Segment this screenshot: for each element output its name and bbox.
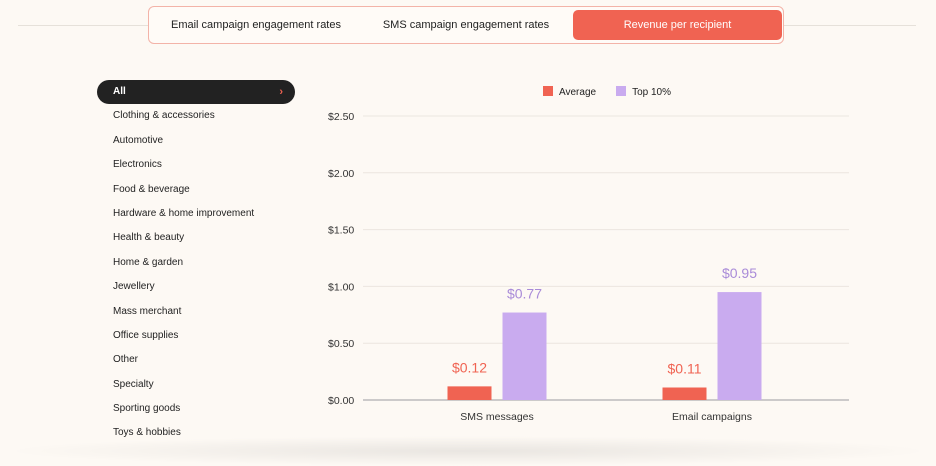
sidebar-item-label: All: [113, 86, 126, 97]
legend-swatch: [616, 86, 627, 96]
bar-top10: [717, 292, 762, 400]
sidebar-item-label: Hardware & home improvement: [113, 207, 255, 219]
bar-chart: $0.00 $0.50 $1.00 $1.50 $2.00 $2.50 SMS messag…: [328, 111, 849, 423]
sidebar-item[interactable]: Home & garden: [97, 251, 295, 275]
sidebar-item-label: Health & beauty: [113, 232, 185, 244]
sidebar-item-label: Clothing & accessories: [113, 110, 215, 122]
x-tick-label: Email campaigns: [672, 411, 752, 423]
sidebar-item-label: Home & garden: [113, 256, 184, 268]
sidebar-item-label: Sporting goods: [113, 403, 181, 415]
sidebar-item[interactable]: Other: [97, 348, 295, 372]
y-tick-label: $1.50: [328, 225, 354, 237]
legend-average: Average: [543, 86, 596, 98]
y-tick-label: $0.50: [328, 338, 354, 350]
sidebar-item[interactable]: Mass merchant: [97, 300, 295, 324]
bar-top10: [502, 312, 547, 400]
sidebar-item[interactable]: Office supplies: [97, 324, 295, 348]
sidebar-item[interactable]: Food & beverage: [97, 178, 295, 202]
sidebar-item[interactable]: All ›: [97, 80, 295, 105]
data-label: $0.12: [452, 359, 487, 375]
tab-bar: Email campaign engagement rates SMS camp…: [148, 6, 784, 44]
category-sidebar: All › Clothing & accessories Automotive Elec…: [97, 80, 295, 446]
sidebar-item-label: Food & beverage: [113, 183, 190, 195]
sidebar-item-label: Mass merchant: [113, 305, 182, 317]
legend-top10: Top 10%: [616, 86, 671, 98]
y-tick-label: $0.00: [328, 395, 354, 407]
tab-revenue-per-recipient[interactable]: Revenue per recipient: [573, 10, 782, 40]
tab-sms-engagement[interactable]: SMS campaign engagement rates: [382, 19, 550, 31]
bar-average: [447, 386, 492, 400]
sidebar-item[interactable]: Specialty: [97, 373, 295, 397]
data-label: $0.77: [507, 286, 542, 302]
y-tick-label: $2.50: [328, 111, 354, 123]
legend-label: Average: [559, 87, 597, 98]
sidebar-item-label: Other: [113, 354, 139, 366]
y-tick-label: $1.00: [328, 281, 354, 293]
chart-legend: Average Top 10%: [543, 86, 671, 98]
sidebar-item[interactable]: Sporting goods: [97, 397, 295, 421]
legend-swatch: [543, 86, 553, 96]
data-label: $0.11: [668, 361, 702, 377]
data-label: $0.95: [722, 265, 757, 281]
sidebar-item[interactable]: Electronics: [97, 153, 295, 177]
sidebar-item[interactable]: Automotive: [97, 129, 295, 153]
x-tick-label: SMS messages: [460, 411, 534, 423]
tab-email-engagement[interactable]: Email campaign engagement rates: [171, 19, 341, 31]
sidebar-item-label: Electronics: [113, 159, 162, 171]
sidebar-item-label: Jewellery: [113, 281, 155, 293]
sidebar-item-label: Specialty: [113, 378, 154, 390]
sidebar-item[interactable]: Jewellery: [97, 275, 295, 299]
sidebar-item-label: Office supplies: [113, 329, 179, 341]
bottom-shadow: [0, 436, 936, 466]
sidebar-item[interactable]: Toys & hobbies: [97, 421, 295, 445]
sidebar-item[interactable]: Hardware & home improvement: [97, 202, 295, 226]
sidebar-item[interactable]: Clothing & accessories: [97, 104, 295, 128]
sidebar-item[interactable]: Health & beauty: [97, 226, 295, 250]
legend-label: Top 10%: [632, 87, 671, 98]
y-tick-label: $2.00: [328, 168, 354, 180]
chevron-right-icon: ›: [279, 86, 283, 98]
sidebar-item-label: Toys & hobbies: [113, 427, 181, 439]
bar-average: [662, 387, 707, 400]
sidebar-item-label: Automotive: [113, 134, 164, 146]
